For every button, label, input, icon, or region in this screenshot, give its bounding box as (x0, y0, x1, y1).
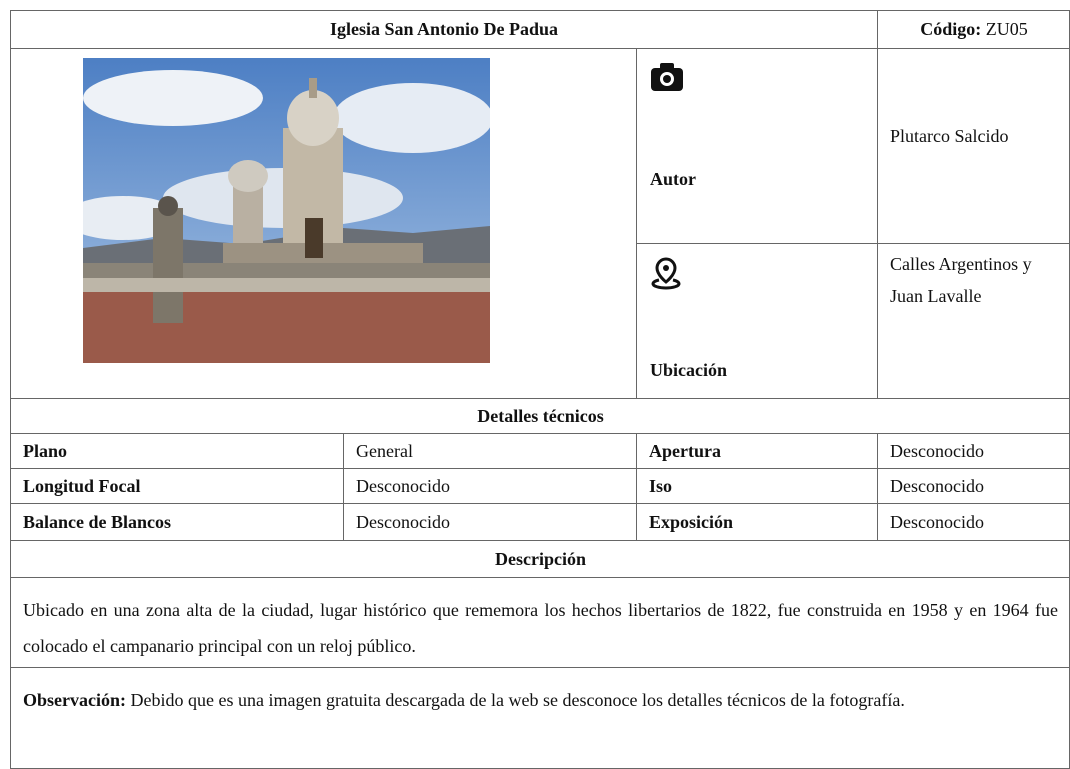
author: Plutarco Salcido (890, 125, 1009, 146)
description-title-cell: Descripción (10, 540, 1070, 577)
field-label: Apertura (649, 440, 721, 461)
location-label-cell: Ubicación (636, 243, 877, 398)
author-label: Autor (650, 169, 696, 189)
camera-icon (651, 63, 683, 91)
observation-label: Observación: (23, 690, 126, 710)
technical-cell: Plano (10, 433, 343, 468)
author-cell: Plutarco Salcido (877, 48, 1070, 243)
technical-cell: Desconocido (877, 433, 1070, 468)
field-label: Balance de Blancos (23, 511, 172, 532)
location-label: Ubicación (650, 360, 728, 380)
location: Calles Argentinos y Juan Lavalle (890, 254, 1032, 306)
description-cell: Ubicado en una zona alta de la ciudad, l… (10, 577, 1070, 667)
photo-cell (10, 48, 636, 398)
technical-cell: Desconocido (877, 468, 1070, 503)
technical-cell: Desconocido (877, 503, 1070, 540)
technical-title: Detalles técnicos (477, 405, 604, 426)
field-label: Longitud Focal (23, 475, 141, 496)
technical-cell: Exposición (636, 503, 877, 540)
field-value: Desconocido (890, 440, 984, 461)
location-cell: Calles Argentinos y Juan Lavalle (877, 243, 1070, 398)
field-label: Iso (649, 475, 673, 496)
technical-cell: Iso (636, 468, 877, 503)
technical-cell: Balance de Blancos (10, 503, 343, 540)
observation: Debido que es una imagen gratuita descar… (130, 690, 905, 710)
pin-icon (651, 257, 681, 290)
observation-cell: Observación: Debido que es una imagen gr… (10, 667, 1070, 769)
code-label: Código: (920, 19, 982, 39)
technical-cell: General (343, 433, 636, 468)
technical-cell: Apertura (636, 433, 877, 468)
field-value: Desconocido (890, 475, 984, 496)
code-cell: Código: ZU05 (877, 10, 1070, 48)
description: Ubicado en una zona alta de la ciudad, l… (23, 600, 1058, 656)
field-value: Desconocido (356, 511, 450, 532)
code: ZU05 (985, 19, 1028, 39)
description-title: Descripción (495, 548, 586, 569)
technical-title-cell: Detalles técnicos (10, 398, 1070, 433)
field-label: Plano (23, 440, 68, 461)
field-value: General (356, 440, 413, 461)
technical-cell: Desconocido (343, 503, 636, 540)
technical-cell: Desconocido (343, 468, 636, 503)
field-value: Desconocido (356, 475, 450, 496)
photo (83, 58, 490, 363)
field-value: Desconocido (890, 511, 984, 532)
technical-cell: Longitud Focal (10, 468, 343, 503)
title: Iglesia San Antonio De Padua (329, 19, 559, 39)
author-label-cell: Autor (636, 48, 877, 243)
field-label: Exposición (649, 511, 734, 532)
title-cell: Iglesia San Antonio De Padua (10, 10, 877, 48)
